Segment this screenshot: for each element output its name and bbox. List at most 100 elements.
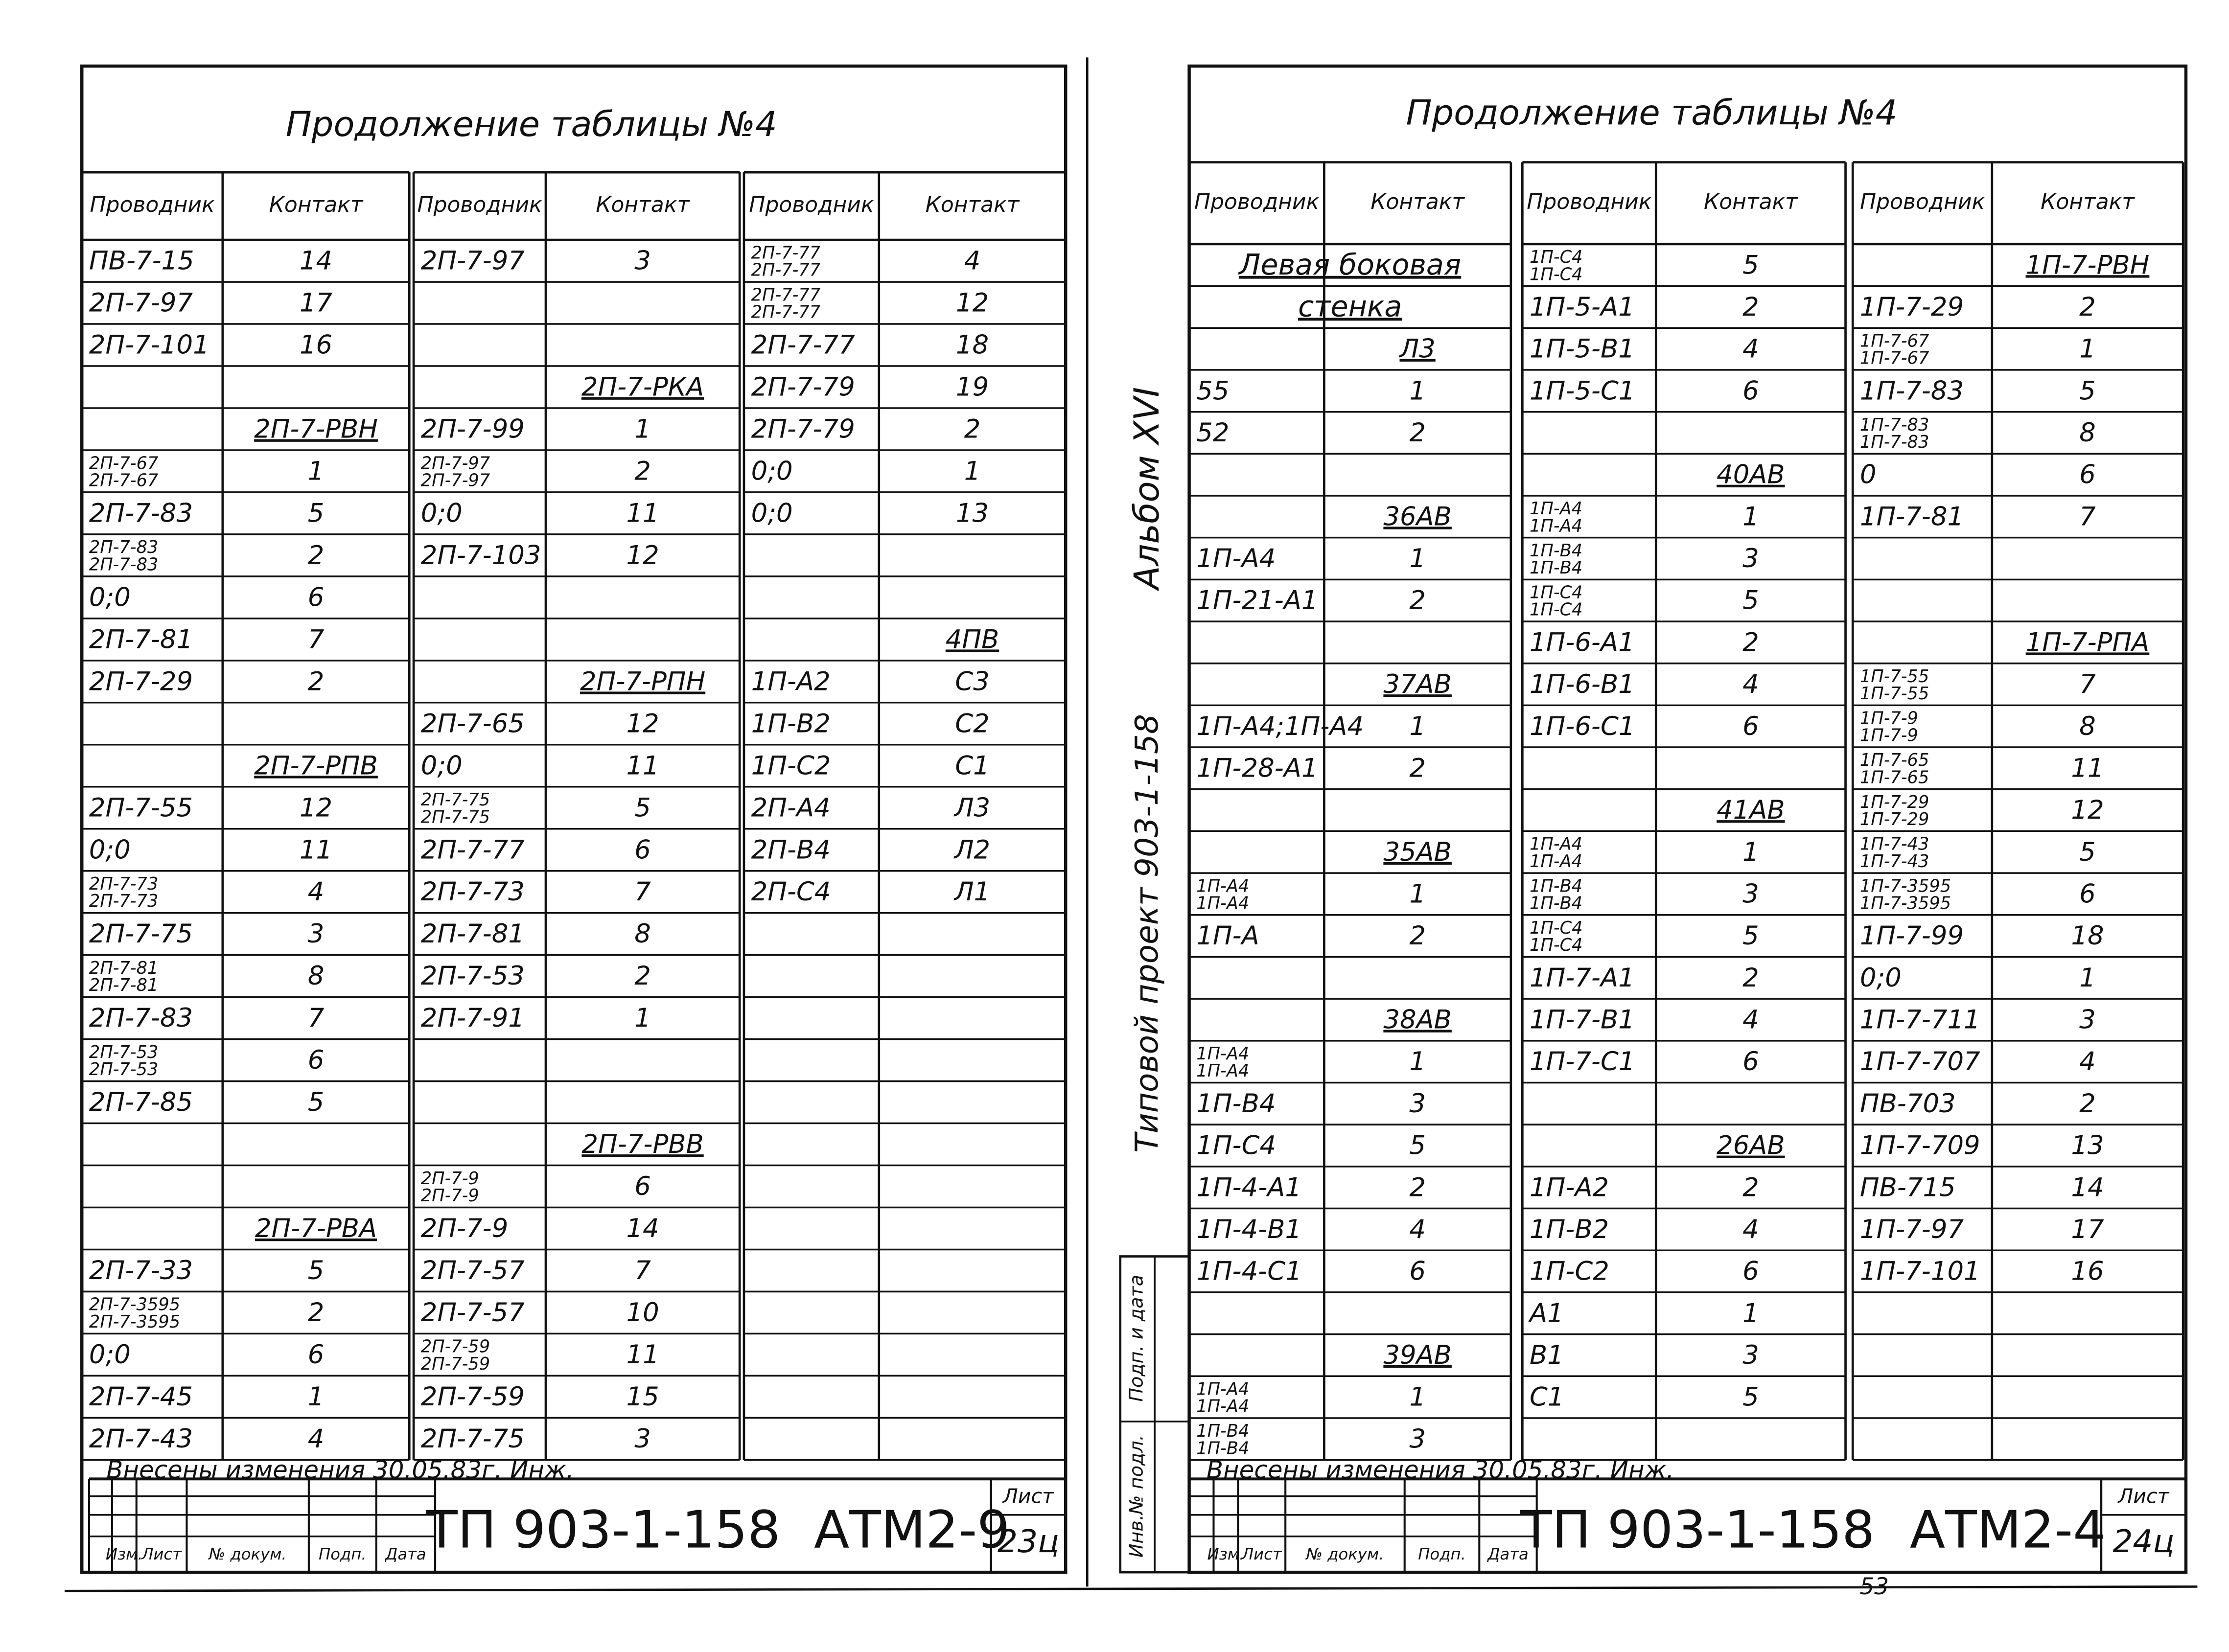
cell-text: 2П-7-81 xyxy=(89,975,158,995)
cell-text: 2П-7-9 xyxy=(421,1169,479,1189)
cell-text: 13 xyxy=(2071,1131,2104,1161)
cell-text: 1 xyxy=(2079,963,2096,993)
cell-text: 5 xyxy=(634,793,651,823)
cell-text: 5 xyxy=(1742,250,1759,280)
cell-text: 1 xyxy=(1409,544,1426,574)
cell-text: 6 xyxy=(308,1340,325,1370)
cell-text: 11 xyxy=(626,498,659,528)
cell-text: 8 xyxy=(634,919,651,949)
cell-text: 6 xyxy=(1742,1257,1759,1286)
cell-text: 1 xyxy=(634,414,651,444)
cell-text: 3 xyxy=(1409,1424,1426,1454)
cell-text: 2 xyxy=(1409,753,1426,783)
section-heading: 2П-7-РВН xyxy=(254,414,378,444)
cell-text: 6 xyxy=(308,582,325,612)
cell-text: 2П-7-3595 xyxy=(89,1312,180,1332)
section-heading: стенка xyxy=(1298,290,1402,323)
cell-text: 16 xyxy=(300,330,332,360)
column-header: Проводник xyxy=(1194,189,1320,214)
cell-text: 55 xyxy=(1196,376,1229,406)
cell-text: ПВ-703 xyxy=(1860,1089,1956,1119)
cell-text: 1П-7-67 xyxy=(1860,331,1929,351)
cell-text: 6 xyxy=(308,1045,325,1075)
cell-text: 1П-7-3595 xyxy=(1860,893,1951,913)
cell-text: 2П-7-29 xyxy=(89,666,193,696)
cell-text: 5 xyxy=(1742,921,1759,951)
cell-text: 2П-7-59 xyxy=(421,1382,525,1412)
column-header: Контакт xyxy=(2041,189,2135,214)
cell-text: 1П-7-29 xyxy=(1860,809,1929,829)
stamp-column-label: Подп. xyxy=(319,1545,367,1563)
cell-text: 1П-С4 xyxy=(1530,935,1583,955)
cell-text: 2 xyxy=(1742,1172,1759,1202)
cell-text: 1 xyxy=(2079,334,2096,364)
cell-text: 1П-А2 xyxy=(1530,1172,1609,1202)
section-heading: 2П-7-РВА xyxy=(255,1214,377,1243)
cell-text: 4 xyxy=(964,246,981,276)
cell-text: 1П-В2 xyxy=(751,709,831,738)
drawing-mark: АТМ2-4 xyxy=(1910,1500,2106,1560)
cell-text: 4 xyxy=(1742,1005,1759,1035)
cell-text: 2П-7-53 xyxy=(89,1042,158,1062)
cell-text: В1 xyxy=(1530,1340,1564,1370)
cell-text: 1П-5-С1 xyxy=(1530,376,1635,406)
cell-text: 2П-7-79 xyxy=(751,372,855,402)
cell-text: 2П-7-81 xyxy=(89,958,158,978)
cell-text: 2 xyxy=(2079,1089,2096,1119)
cell-text: 4 xyxy=(1742,1215,1759,1244)
cell-text: 2П-7-67 xyxy=(89,470,159,490)
stamp-column-label: Дата xyxy=(384,1545,426,1563)
cell-text: 1П-7-С1 xyxy=(1530,1047,1635,1077)
cell-text: 1П-7-43 xyxy=(1860,851,1929,872)
cell-text: 3 xyxy=(2079,1005,2096,1035)
cell-text: 1П-В4 xyxy=(1530,558,1582,578)
cell-text: С1 xyxy=(955,751,989,780)
cell-text: 2 xyxy=(1742,963,1759,993)
cell-text: 2 xyxy=(634,961,651,991)
cell-text: 6 xyxy=(1409,1257,1426,1286)
stamp-column-label: Дата xyxy=(1486,1545,1529,1563)
section-heading: Л3 xyxy=(1398,334,1435,364)
column-header: Контакт xyxy=(926,192,1020,217)
cell-text: 1 xyxy=(1409,711,1426,741)
cell-text: 1 xyxy=(1409,1047,1426,1077)
column-header: Проводник xyxy=(90,192,215,217)
cell-text: 1 xyxy=(1742,1298,1759,1328)
section-heading: 40АВ xyxy=(1717,460,1785,490)
cell-text: 3 xyxy=(1742,1340,1759,1370)
cell-text: 2 xyxy=(1409,586,1426,616)
cell-text: 1П-7-83 xyxy=(1860,432,1929,452)
cell-text: 11 xyxy=(300,835,332,865)
cell-text: 17 xyxy=(300,288,333,318)
cell-text: 10 xyxy=(626,1298,659,1328)
cell-text: 1П-7-55 xyxy=(1860,666,1929,687)
cell-text: 2П-7-99 xyxy=(421,414,525,444)
cell-text: 1П-7-99 xyxy=(1860,921,1964,951)
cell-text: 2П-7-75 xyxy=(421,1424,525,1454)
cell-text: 12 xyxy=(626,540,659,570)
cell-text: 2П-7-83 xyxy=(89,554,158,574)
cell-text: 1П-4-В1 xyxy=(1196,1215,1301,1244)
page-title: Продолжение таблицы №4 xyxy=(1406,92,1897,133)
cell-text: С1 xyxy=(1530,1382,1564,1412)
cell-text: 1П-А4;1П-А4 xyxy=(1196,711,1364,741)
cell-text: 2 xyxy=(964,414,981,444)
cell-text: 8 xyxy=(2079,711,2096,741)
cell-text: 1П-В4 xyxy=(1196,1421,1249,1441)
cell-text: 18 xyxy=(956,330,989,360)
cell-text: 19 xyxy=(956,372,989,402)
cell-text: 1П-7-83 xyxy=(1860,415,1929,435)
cell-text: 0 xyxy=(1860,460,1877,490)
cell-text: 1П-7-83 xyxy=(1860,376,1964,406)
cell-text: 13 xyxy=(956,498,989,528)
cell-text: 1 xyxy=(1409,879,1426,909)
cell-text: 0;0 xyxy=(751,498,793,528)
cell-text: 2П-7-77 xyxy=(751,243,821,263)
cell-text: 2П-7-91 xyxy=(421,1003,525,1033)
stamp-column-label: Лист xyxy=(141,1545,182,1563)
cell-text: 2П-7-55 xyxy=(89,793,193,823)
cell-text: 1П-4-А1 xyxy=(1196,1172,1301,1202)
cell-text: 2 xyxy=(1409,921,1426,951)
cell-text: 8 xyxy=(308,961,325,991)
cell-text: С3 xyxy=(955,666,989,696)
